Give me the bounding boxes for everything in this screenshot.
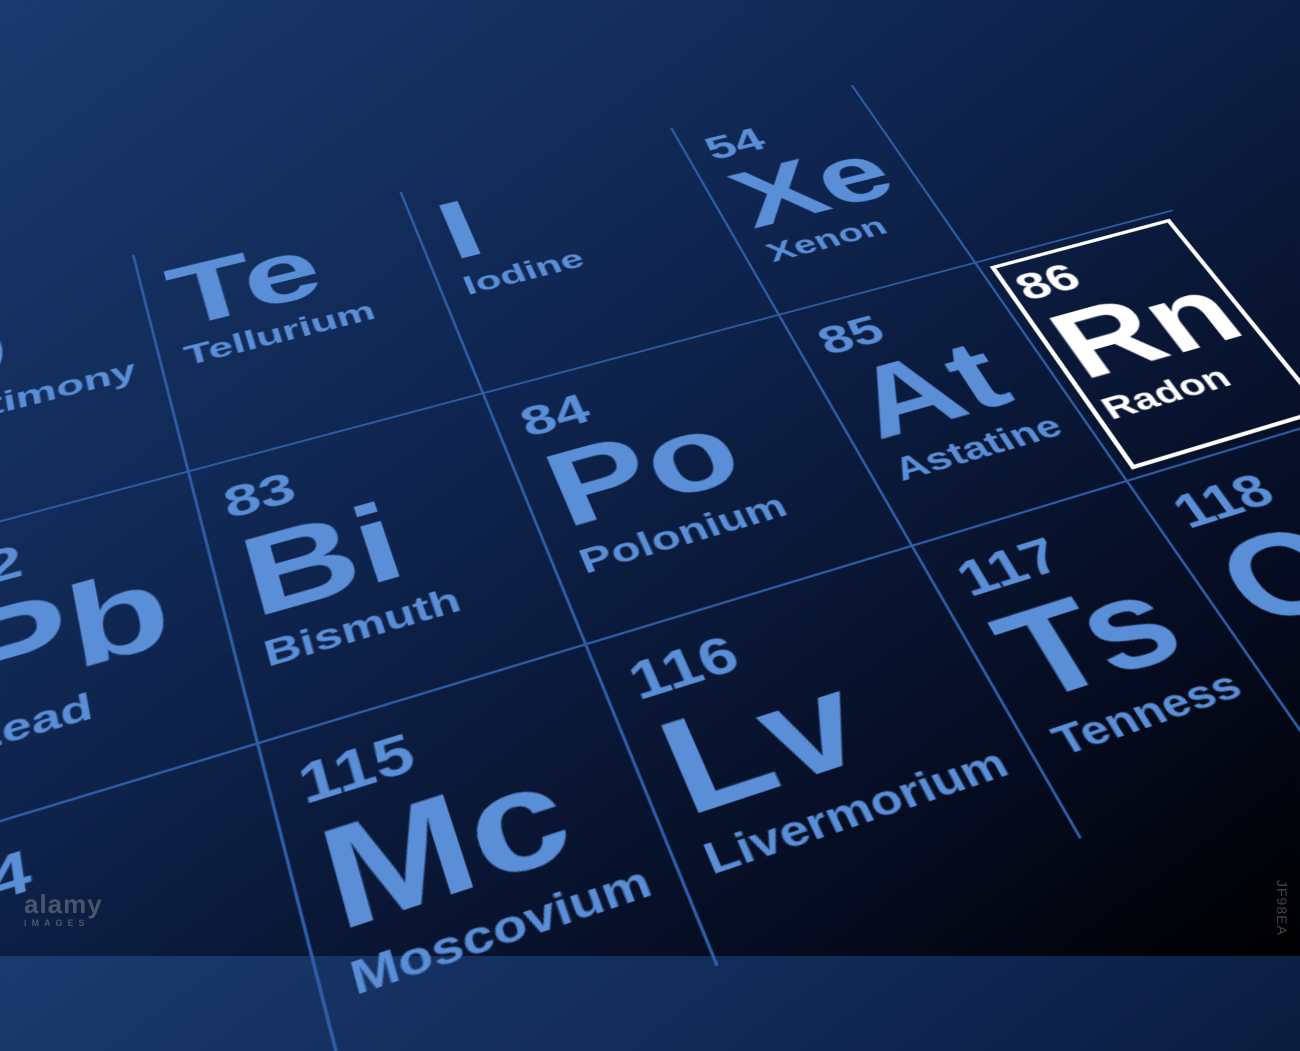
element-name: Bismuth — [259, 559, 537, 676]
element-table: b Antimony Te Tellurium I Iodine 54 Xe X… — [0, 42, 1300, 1051]
atomic-number: 117 — [945, 503, 1149, 608]
element-symbol: Ts — [974, 549, 1226, 725]
element-symbol: Pb — [0, 539, 205, 723]
element-symbol: Bi — [230, 456, 523, 639]
element-name — [0, 830, 247, 910]
element-symbol: Mc — [307, 724, 642, 959]
element-name: Tenness — [1044, 662, 1252, 766]
element-name: Moscovium — [345, 856, 659, 1007]
atomic-number: 116 — [619, 570, 927, 713]
atomic-number: 4 — [0, 772, 249, 917]
element-symbol: Lv — [642, 619, 995, 842]
element-name: Livermorium — [696, 739, 1017, 886]
element-cell: 116 Lv Livermorium — [585, 546, 1080, 966]
element-cell: 82 Pb Lead — [0, 471, 257, 835]
element-symbol — [0, 830, 247, 910]
element-cell: 117 Ts Tenness — [912, 481, 1300, 839]
element-name: Lead — [0, 651, 214, 764]
element-cell: 115 Mc Moscovium — [257, 644, 717, 1051]
periodic-grid: b Antimony Te Tellurium I Iodine 54 Xe X… — [0, 42, 1300, 1051]
element-symbol: O — [1193, 480, 1300, 650]
atomic-number: 82 — [0, 494, 178, 607]
scene: b Antimony Te Tellurium I Iodine 54 Xe X… — [0, 0, 1300, 956]
element-name — [1271, 585, 1300, 645]
element-cell: 4 — [0, 743, 347, 1051]
element-name: Polonium — [573, 468, 859, 583]
atomic-number: 115 — [291, 670, 589, 817]
